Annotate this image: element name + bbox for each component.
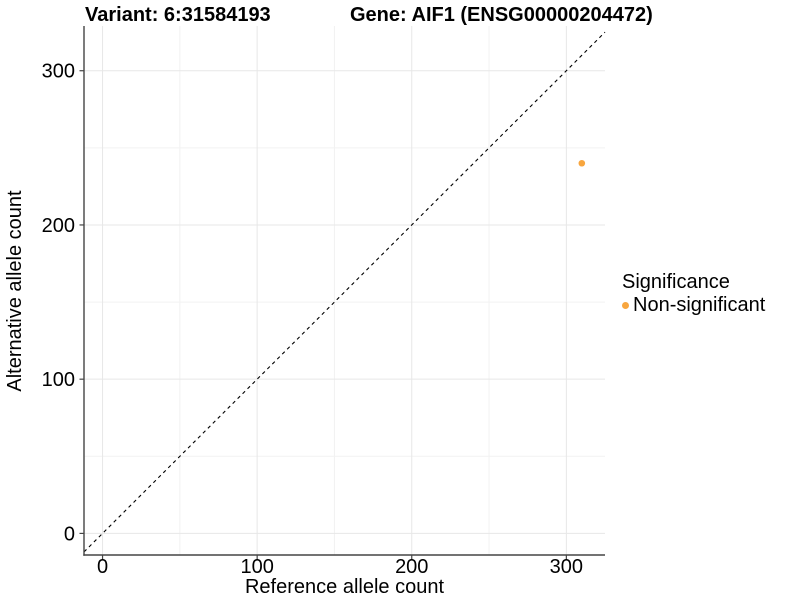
x-tick-label: 300 — [550, 556, 583, 578]
x-tick-label: 0 — [97, 556, 108, 578]
x-axis-title: Reference allele count — [244, 576, 444, 598]
legend-point-icon — [622, 302, 629, 309]
x-tick-label: 200 — [395, 556, 428, 578]
y-tick-label: 300 — [42, 61, 75, 83]
x-tick-label: 100 — [240, 556, 273, 578]
legend-item-non-significant: Non-significant — [622, 295, 765, 316]
legend: Significance Non-significant — [622, 272, 765, 316]
y-tick-label: 200 — [42, 215, 75, 237]
identity-dashed-line — [83, 31, 606, 553]
legend-title: Significance — [622, 271, 730, 293]
y-tick-label: 0 — [64, 523, 75, 545]
y-tick-label: 100 — [42, 369, 75, 391]
y-axis-title: Alternative allele count — [4, 190, 26, 392]
data-point — [578, 159, 586, 167]
legend-item-label: Non-significant — [633, 294, 766, 316]
plot-title-gene: Gene: AIF1 (ENSG00000204472) — [350, 4, 653, 26]
plot-title-variant: Variant: 6:31584193 — [85, 4, 271, 26]
